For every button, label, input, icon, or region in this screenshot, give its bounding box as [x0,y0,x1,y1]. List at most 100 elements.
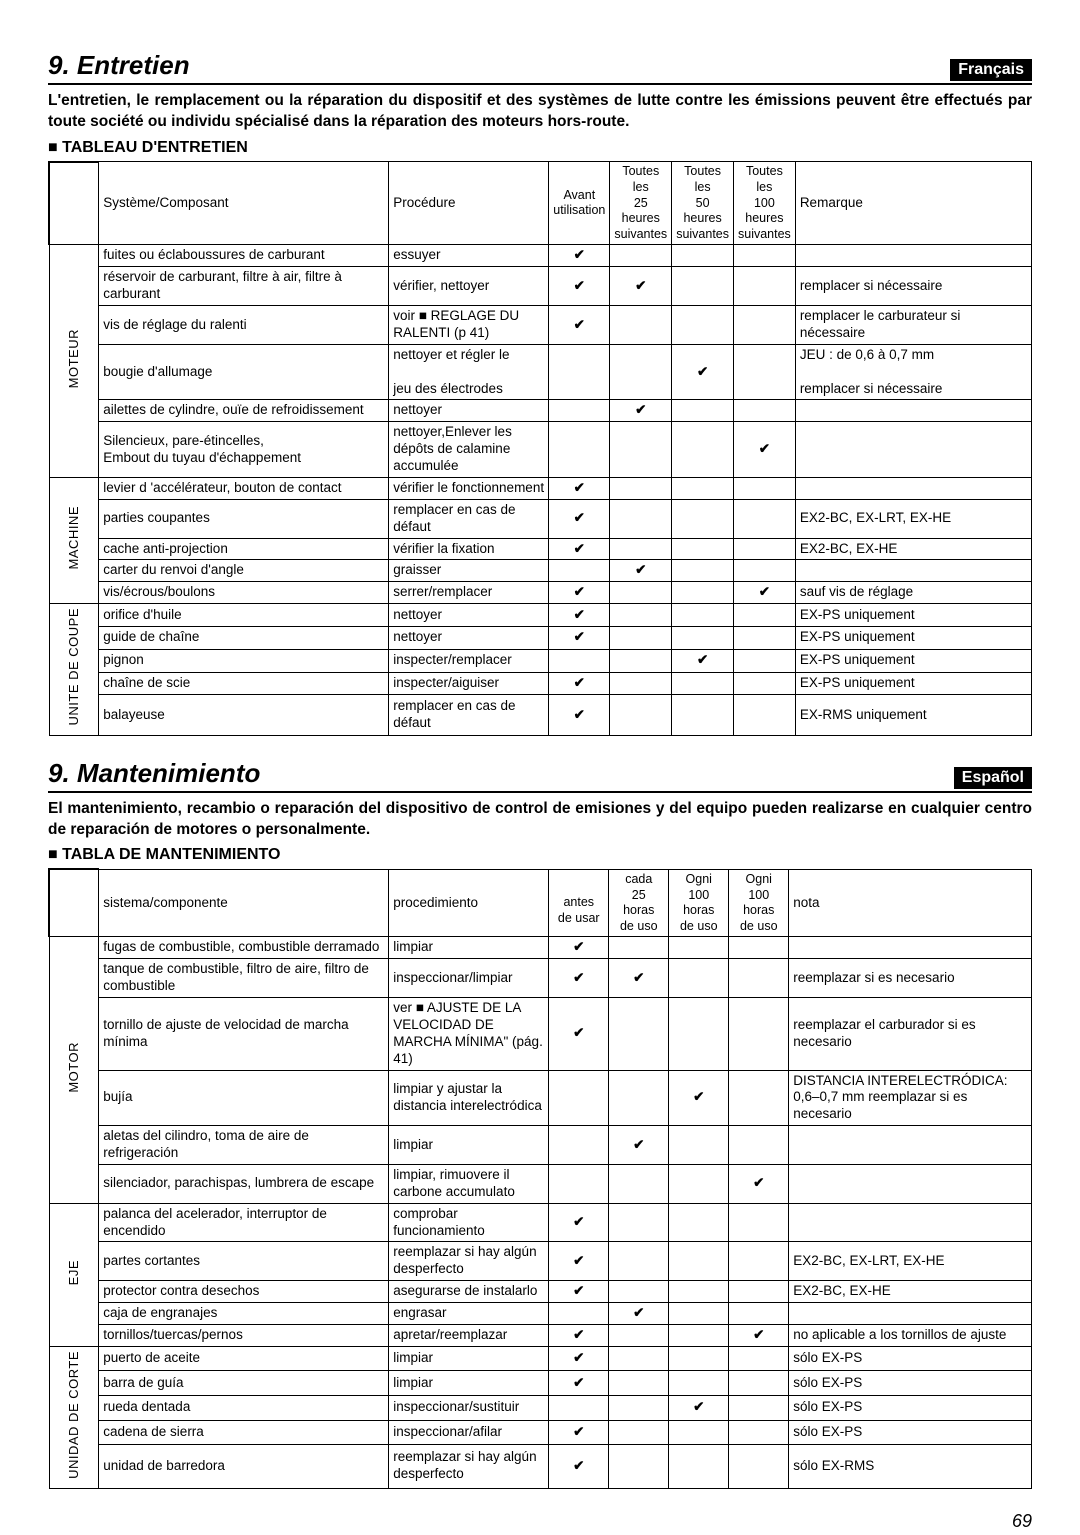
interval-cell [609,937,669,959]
component-cell: bujía [99,1070,389,1126]
remark-cell [795,477,1031,499]
component-cell: pignon [99,649,389,672]
table-row: tanque de combustible, filtro de aire, f… [49,959,1032,998]
interval-cell: ✔ [549,1445,609,1489]
component-cell: parties coupantes [99,499,389,538]
interval-cell: ✔ [549,1420,609,1445]
interval-cell [672,582,734,604]
component-cell: Silencieux, pare-étincelles,Embout du tu… [99,422,389,478]
component-cell: tornillo de ajuste de velocidad de march… [99,998,389,1071]
interval-cell [669,1164,729,1203]
interval-cell [672,499,734,538]
table-row: chaîne de scieinspecter/aiguiser✔EX-PS u… [49,672,1032,695]
remark-cell: no aplicable a los tornillos de ajuste [789,1324,1032,1346]
table-row: tornillos/tuercas/pernosapretar/reemplaz… [49,1324,1032,1346]
interval-cell: ✔ [549,582,610,604]
procedure-cell: graisser [389,560,549,582]
interval-cell: ✔ [610,400,672,422]
component-cell: orifice d'huile [99,604,389,627]
procedure-cell: remplacer en cas de défaut [389,695,549,735]
table-row: cadena de sierrainspeccionar/afilar✔sólo… [49,1420,1032,1445]
remark-cell [789,1203,1032,1242]
component-cell: cadena de sierra [99,1420,389,1445]
interval-cell [610,649,672,672]
interval-cell [669,1242,729,1281]
interval-cell [729,1070,789,1126]
interval-cell [734,672,796,695]
component-cell: palanca del acelerador, interruptor de e… [99,1203,389,1242]
interval-cell [610,626,672,649]
interval-cell [672,306,734,345]
component-cell: aletas del cilindro, toma de aire de ref… [99,1126,389,1165]
interval-cell [729,937,789,959]
table-row: carter du renvoi d'anglegraisser✔ [49,560,1032,582]
interval-cell: ✔ [549,538,610,560]
table-row: Silencieux, pare-étincelles,Embout du tu… [49,422,1032,478]
interval-cell [669,1303,729,1325]
remark-cell: EX-PS uniquement [795,626,1031,649]
remark-cell: remplacer le carburateur si nécessaire [795,306,1031,345]
remark-cell: sólo EX-PS [789,1395,1032,1420]
procedure-cell: limpiar [389,1346,549,1371]
interval-cell: ✔ [729,1324,789,1346]
interval-cell [549,560,610,582]
interval-cell [549,1303,609,1325]
interval-cell [669,1324,729,1346]
procedure-cell: serrer/remplacer [389,582,549,604]
table-row: pignoninspecter/remplacer✔EX-PS uniqueme… [49,649,1032,672]
table-row: partes cortantesreemplazar si hay algún … [49,1242,1032,1281]
table-row: balayeuseremplacer en cas de défaut✔EX-R… [49,695,1032,735]
group-label: EJE [49,1203,99,1346]
component-cell: vis de réglage du ralenti [99,306,389,345]
interval-cell: ✔ [549,604,610,627]
interval-cell: ✔ [549,959,609,998]
interval-cell [672,626,734,649]
interval-cell [609,1445,669,1489]
interval-cell [672,538,734,560]
interval-cell: ✔ [549,1242,609,1281]
procedure-cell: nettoyer [389,400,549,422]
interval-cell [672,560,734,582]
remark-cell [795,422,1031,478]
group-label: MOTEUR [49,245,99,478]
subhead-fr: TABLEAU D'ENTRETIEN [48,139,1032,157]
remark-cell: sólo EX-PS [789,1371,1032,1396]
procedure-cell: inspeccionar/sustituir [389,1395,549,1420]
procedure-cell: nettoyer,Enlever les dépôts de calamine … [389,422,549,478]
table-row: cache anti-projectionvérifier la fixatio… [49,538,1032,560]
remark-cell: sólo EX-RMS [789,1445,1032,1489]
interval-cell [734,649,796,672]
component-cell: tornillos/tuercas/pernos [99,1324,389,1346]
interval-cell [549,1395,609,1420]
interval-cell: ✔ [669,1395,729,1420]
interval-cell [734,306,796,345]
procedure-cell: limpiar [389,1371,549,1396]
remark-cell: EX2-BC, EX-HE [795,538,1031,560]
interval-cell [669,959,729,998]
procedure-cell: inspecter/aiguiser [389,672,549,695]
interval-cell [734,560,796,582]
remark-cell: EX-PS uniquement [795,649,1031,672]
remark-cell: remplacer si nécessaire [795,267,1031,306]
interval-cell [549,1070,609,1126]
table-row: bujíalimpiar y ajustar la distancia inte… [49,1070,1032,1126]
remark-cell: reemplazar si es necesario [789,959,1032,998]
table-row: UNIDAD DE CORTEpuerto de aceitelimpiar✔s… [49,1346,1032,1371]
interval-cell [609,1346,669,1371]
group-label: UNIDAD DE CORTE [49,1346,99,1488]
component-cell: carter du renvoi d'angle [99,560,389,582]
interval-cell [672,695,734,735]
interval-cell [609,1371,669,1396]
interval-cell [609,1164,669,1203]
interval-cell [729,1395,789,1420]
interval-cell: ✔ [549,695,610,735]
lang-badge-es: Español [954,767,1032,789]
table-row: guide de chaînenettoyer✔EX-PS uniquement [49,626,1032,649]
interval-cell [609,1324,669,1346]
maintenance-table-es: sistema/componenteprocedimientoantesde u… [48,868,1032,1488]
component-cell: rueda dentada [99,1395,389,1420]
procedure-cell: remplacer en cas de défaut [389,499,549,538]
remark-cell: JEU : de 0,6 à 0,7 mmremplacer si nécess… [795,344,1031,400]
procedure-cell: limpiar [389,1126,549,1165]
interval-cell [549,649,610,672]
